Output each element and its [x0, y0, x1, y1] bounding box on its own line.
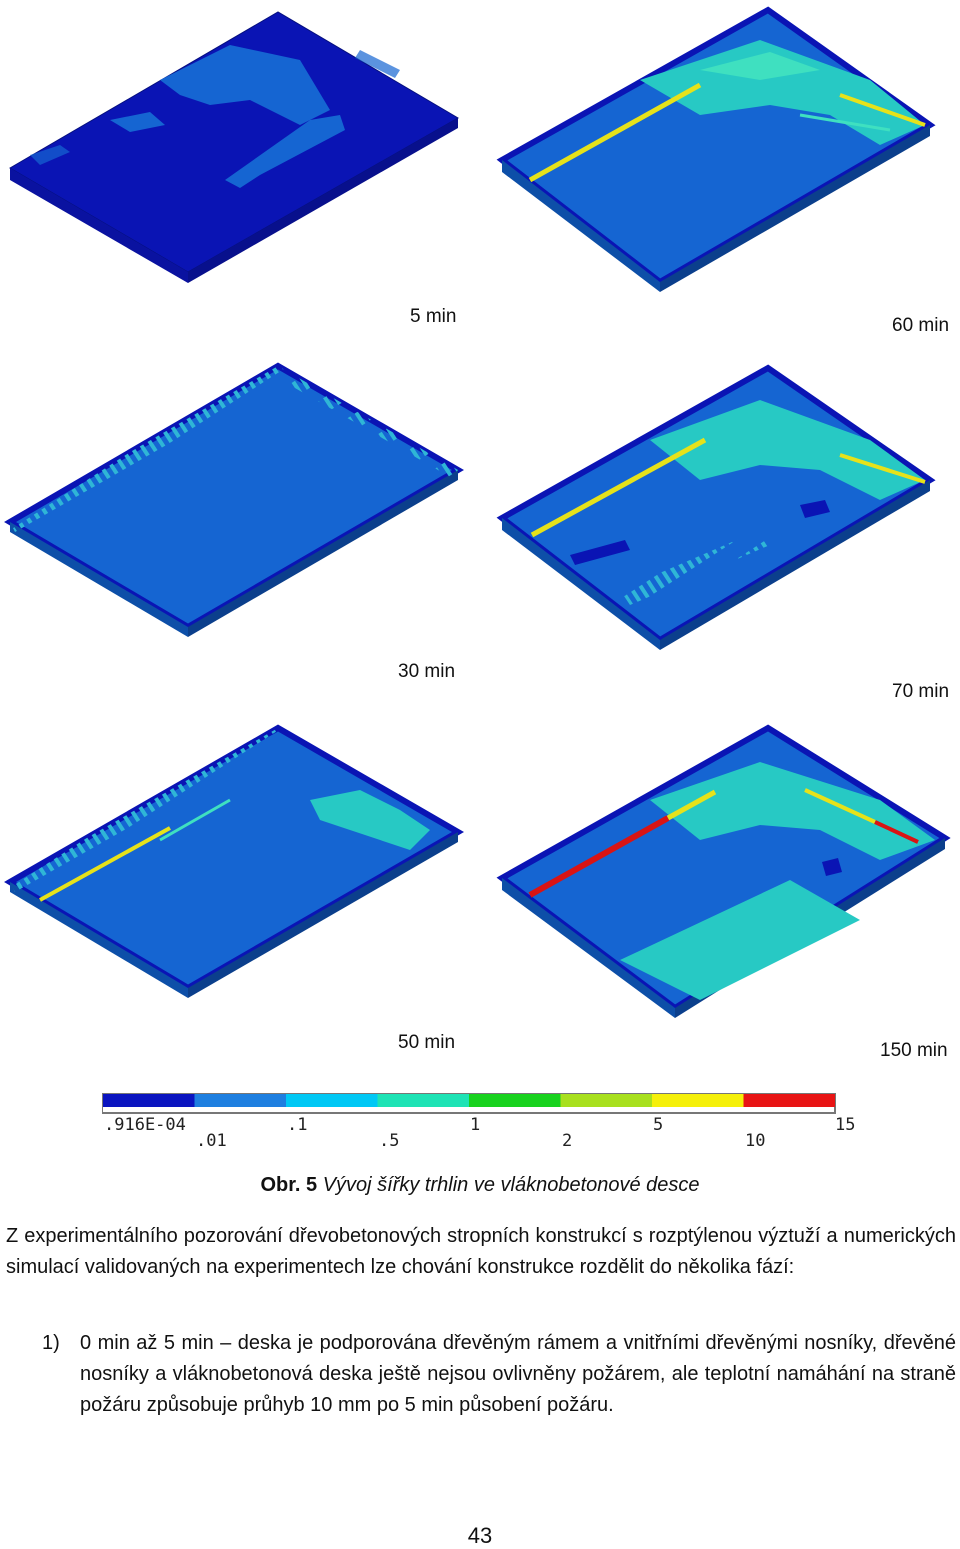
plot-panel-5-min — [9, 11, 459, 283]
legend-swatch — [377, 1094, 469, 1107]
plot-panel-70-min — [496, 364, 936, 650]
plot-panel-50-min — [4, 724, 464, 998]
panel-time-label: 60 min — [892, 315, 950, 336]
color-legend: .916E-04.1 1 5 15 .01.5 2 10 — [102, 1093, 855, 1151]
legend-tick-label: .5 — [379, 1131, 399, 1151]
panel-time-label: 5 min — [410, 306, 457, 327]
plot-panel-150-min — [496, 724, 951, 1018]
figure-caption: Obr. 5 Vývoj šířky trhlin ve vláknobeton… — [0, 1174, 960, 1197]
legend-swatch — [194, 1094, 286, 1107]
caption-text: Vývoj šířky trhlin ve vláknobetonové des… — [317, 1174, 700, 1196]
plot-panel-60-min — [496, 6, 936, 292]
page-number: 43 — [467, 1523, 493, 1548]
legend-swatch — [469, 1094, 561, 1107]
legend-tick-label: 5 — [653, 1115, 663, 1135]
panel-time-label: 50 min — [398, 1032, 456, 1053]
caption-label: Obr. 5 — [260, 1174, 318, 1196]
legend-tick-label: 1 — [470, 1115, 480, 1135]
panel-time-label: 150 min — [880, 1040, 948, 1061]
list-item: 1) 0 min až 5 min – deska je podporována… — [42, 1328, 956, 1421]
legend-swatch — [103, 1094, 195, 1107]
panel-time-label: 30 min — [398, 661, 456, 682]
legend-swatch — [652, 1094, 744, 1107]
panel-time-label: 70 min — [892, 681, 950, 702]
legend-swatch — [560, 1094, 652, 1107]
crack-width-figure — [4, 6, 951, 1018]
legend-tick-label: 2 — [562, 1131, 572, 1151]
list-item-text: 0 min až 5 min – deska je podporována dř… — [80, 1332, 956, 1416]
legend-tick-label: .01 — [196, 1131, 227, 1151]
legend-swatch — [286, 1094, 378, 1107]
legend-tick-label: .916E-04 — [104, 1115, 186, 1135]
plot-panel-30-min — [4, 362, 464, 637]
legend-tick-label: 10 — [745, 1131, 765, 1151]
list-item-number: 1) — [42, 1332, 60, 1354]
legend-tick-label: .1 — [287, 1115, 307, 1135]
legend-swatch — [743, 1094, 835, 1107]
legend-tick-label: 15 — [835, 1115, 855, 1135]
body-paragraph: Z experimentálního pozorování dřevobeton… — [6, 1225, 956, 1278]
